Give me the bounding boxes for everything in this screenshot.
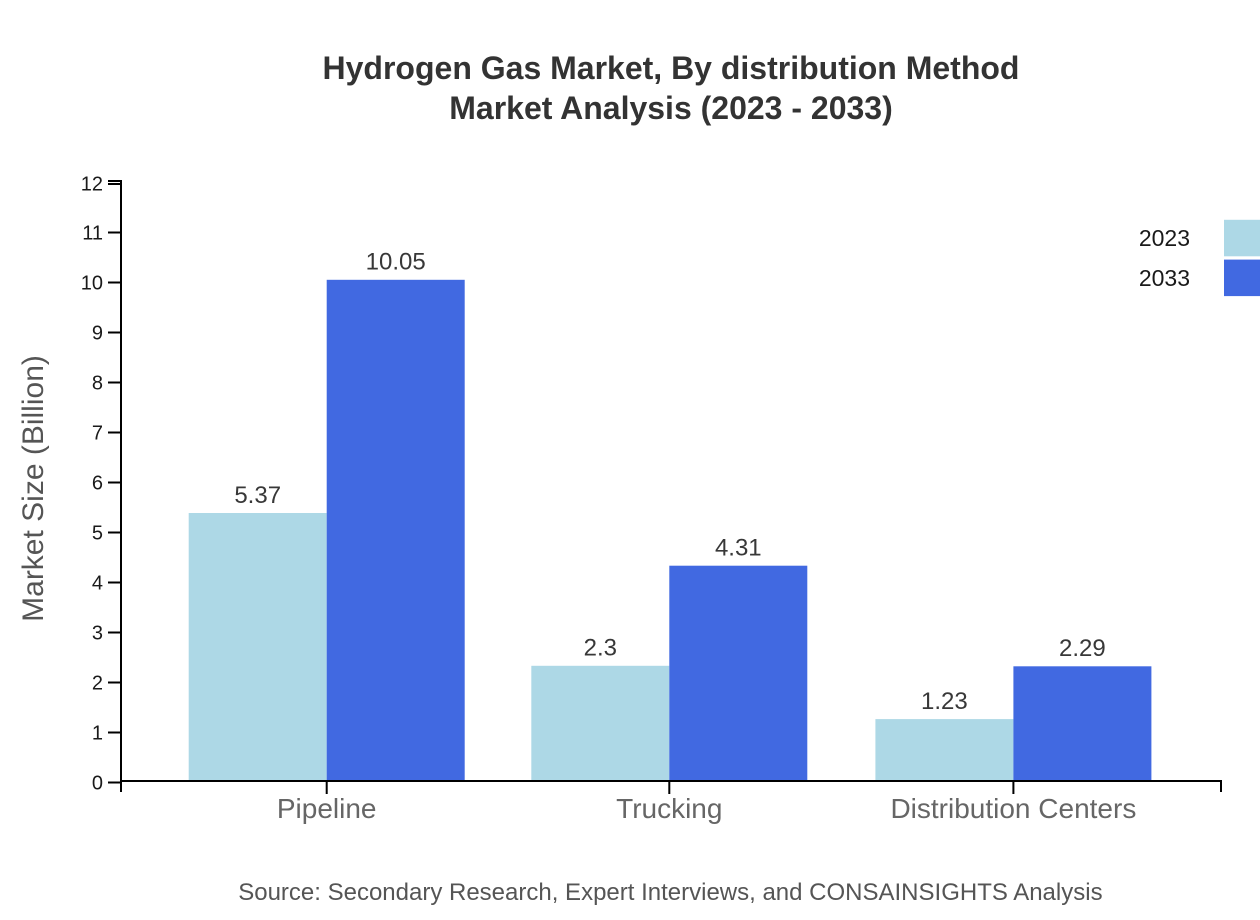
svg-text:Market Size (Billion): Market Size (Billion) — [17, 355, 50, 622]
svg-text:12: 12 — [81, 174, 103, 196]
svg-text:11: 11 — [82, 222, 103, 244]
svg-text:5: 5 — [92, 522, 103, 544]
svg-text:Distribution Centers: Distribution Centers — [890, 793, 1136, 824]
svg-text:10: 10 — [81, 272, 103, 294]
svg-text:Market Analysis (2023 - 2033): Market Analysis (2023 - 2033) — [449, 90, 893, 126]
svg-text:Hydrogen Gas Market, By distri: Hydrogen Gas Market, By distribution Met… — [323, 50, 1020, 86]
svg-text:2: 2 — [92, 672, 103, 694]
svg-text:9: 9 — [92, 322, 103, 344]
svg-text:8: 8 — [92, 372, 103, 394]
svg-text:4.31: 4.31 — [715, 535, 762, 562]
svg-text:Pipeline: Pipeline — [277, 793, 377, 824]
svg-text:10.05: 10.05 — [366, 249, 426, 276]
svg-text:2023: 2023 — [1139, 225, 1190, 251]
svg-text:4: 4 — [92, 572, 103, 594]
svg-text:Trucking: Trucking — [616, 793, 722, 824]
svg-text:2.29: 2.29 — [1059, 635, 1106, 662]
svg-text:1.23: 1.23 — [921, 688, 968, 715]
svg-text:2.3: 2.3 — [584, 635, 617, 662]
svg-text:1: 1 — [92, 722, 103, 744]
svg-text:3: 3 — [92, 622, 103, 644]
svg-text:2033: 2033 — [1139, 265, 1190, 291]
svg-text:0: 0 — [92, 772, 103, 794]
svg-text:Source: Secondary Research, Ex: Source: Secondary Research, Expert Inter… — [238, 879, 1102, 906]
svg-text:5.37: 5.37 — [234, 482, 281, 509]
svg-text:6: 6 — [92, 472, 103, 494]
svg-text:7: 7 — [92, 422, 103, 444]
